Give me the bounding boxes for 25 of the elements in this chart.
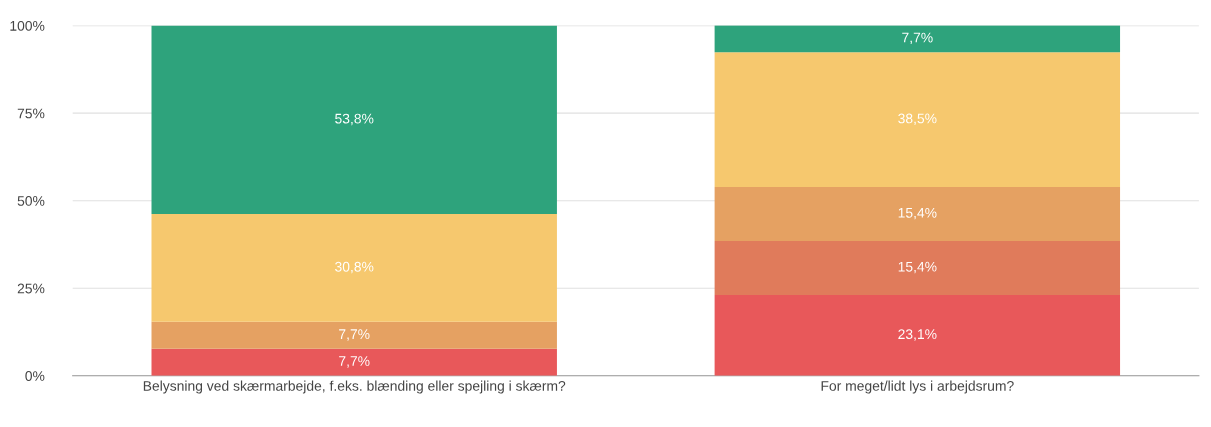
bar <box>714 52 1121 188</box>
x-tick-label: For meget/lidt lys i arbejdsrum? <box>821 380 1014 394</box>
data-label: 7,7% <box>339 329 370 341</box>
data-label: 53,8% <box>335 113 374 126</box>
bar <box>151 214 557 322</box>
bar <box>714 294 1121 376</box>
data-label: 38,5% <box>898 113 937 125</box>
y-tick-label: 0% <box>25 371 45 381</box>
bar <box>151 348 557 376</box>
x-tick-label: Belysning ved skærmarbejde, f.eks. blænding eller spejling i skærm? <box>143 380 566 394</box>
data-label: 30,8% <box>335 261 374 274</box>
y-tick-label: 100% <box>10 20 45 31</box>
data-label: 23,1% <box>898 329 937 341</box>
y-tick-label: 75% <box>17 108 45 119</box>
data-label: 15,4% <box>898 261 937 274</box>
y-tick-label: 50% <box>17 196 45 206</box>
y-tick-label: 25% <box>17 283 45 294</box>
bar <box>151 321 557 349</box>
bar <box>151 25 557 214</box>
data-label: 7,7% <box>902 32 933 45</box>
data-label: 15,4% <box>898 207 937 220</box>
bar <box>714 240 1121 295</box>
bar <box>714 187 1121 241</box>
data-label: 7,7% <box>339 356 370 368</box>
bar <box>714 25 1121 53</box>
